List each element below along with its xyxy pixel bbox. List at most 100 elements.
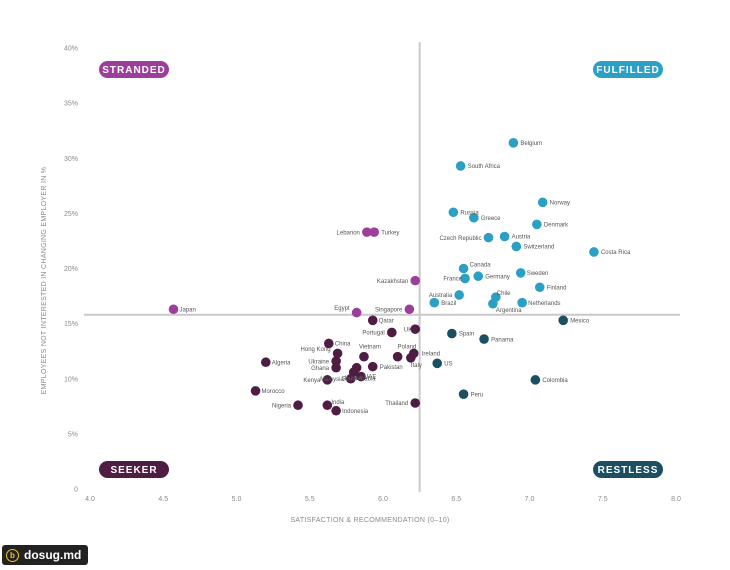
point-china [323, 338, 334, 349]
y-tick-label: 5% [68, 431, 78, 438]
point-sweden [515, 268, 526, 278]
point-brazil [429, 297, 440, 308]
label-pakistan: Pakistan [380, 365, 403, 371]
quadrant-badge-restless [593, 461, 663, 478]
y-tick-label: 15% [64, 321, 78, 328]
y-tick-label: 0 [74, 487, 78, 494]
point-south-africa [455, 161, 466, 171]
label-us: US [444, 362, 452, 368]
label-panama: Panama [491, 337, 514, 343]
point-turkey [369, 227, 380, 237]
label-morocco: Morocco [262, 389, 286, 395]
point-nigeria [293, 400, 303, 411]
point-spain [447, 328, 457, 339]
point-peru [458, 389, 469, 399]
label-switzerland: Switzerland [523, 245, 554, 251]
data-points [168, 138, 599, 416]
label-spain: Spain [459, 332, 474, 338]
point-us [432, 358, 443, 369]
label-saudi-arabia: Saudi Arabia [342, 377, 377, 383]
label-vietnam: Vietnam [359, 345, 381, 351]
label-sweden: Sweden [527, 271, 549, 277]
y-tick-label: 10% [64, 376, 78, 383]
point-singapore [404, 304, 415, 315]
label-ireland: Ireland [422, 352, 440, 358]
x-tick-label: 6.5 [451, 496, 461, 503]
point-uk [410, 324, 421, 334]
y-axis-title: EMPLOYEES NOT INTERESTED IN CHANGING EMP… [41, 167, 48, 395]
point-portugal [386, 327, 397, 338]
x-tick-label: 4.5 [158, 496, 168, 503]
point-vietnam [359, 351, 369, 362]
label-japan: Japan [180, 307, 196, 313]
b-logo-icon: b [6, 548, 19, 562]
label-portugal: Portugal [362, 331, 384, 337]
point-thailand [410, 398, 421, 408]
y-tick-label: 40% [64, 46, 78, 53]
point-kenya [322, 375, 333, 385]
point-greece [469, 212, 479, 223]
label-finland: Finland [547, 285, 567, 291]
point-uae [356, 371, 366, 382]
label-poland: Poland [398, 345, 417, 351]
point-france [460, 273, 470, 284]
label-brazil: Brazil [441, 301, 456, 307]
label-qatar: Qatar [379, 319, 394, 325]
x-tick-label: 7.5 [598, 496, 608, 503]
label-india: India [331, 400, 345, 406]
point-finland [534, 282, 545, 293]
axes: 0 5% 10% 15% 20% 25% 30% 35% 40% 4.0 4.5 5.0 5.5 6.0 6… [41, 46, 681, 525]
point-pakistan [367, 361, 378, 372]
point-kazakhstan [410, 275, 421, 286]
point-belgium [508, 138, 519, 148]
label-egypt: Egypt [334, 306, 350, 312]
label-hong-kong: Hong Kong [301, 347, 331, 353]
quadrant-dividers [84, 42, 680, 492]
x-tick-label: 6.0 [378, 496, 388, 503]
label-kuwait: Kuwait [345, 376, 363, 382]
label-uae: UAE [364, 375, 376, 381]
label-china: China [335, 342, 351, 348]
quadrant-badge-seeker [99, 461, 169, 478]
point-saudi-arabia [351, 362, 362, 373]
label-france: France [443, 277, 462, 283]
point-australia [454, 290, 464, 300]
quadrant-label-seeker: SEEKER [110, 465, 157, 476]
label-russia: Russia [460, 210, 479, 216]
label-malaysia: Malaysia [320, 377, 344, 383]
label-turkey: Turkey [381, 230, 399, 236]
quadrant-badges: STRANDED FULFILLED SEEKER RESTLESS [99, 61, 663, 478]
watermark: b dosug.md [2, 545, 89, 565]
y-tick-label: 30% [64, 156, 78, 163]
y-tick-label: 25% [64, 211, 78, 218]
point-czech-republic [483, 232, 494, 243]
point-norway [537, 197, 548, 208]
x-tick-label: 5.0 [232, 496, 242, 503]
label-belgium: Belgium [520, 141, 542, 147]
label-algeria: Algeria [272, 360, 291, 366]
label-south-africa: South Africa [468, 164, 501, 170]
point-india [322, 400, 333, 411]
label-austria: Austria [512, 235, 531, 241]
x-tick-label: 8.0 [671, 496, 681, 503]
label-nigeria: Nigeria [272, 403, 292, 409]
point-italy [406, 353, 416, 363]
label-italy: Italy [411, 363, 422, 369]
point-netherlands [517, 297, 527, 308]
label-mexico: Mexico [570, 319, 590, 325]
label-kenya: Kenya [303, 378, 321, 384]
x-axis-title: SATISFACTION & RECOMMENDATION (0–10) [290, 517, 449, 524]
point-japan [168, 304, 179, 315]
point-russia [448, 207, 459, 218]
point-mexico [558, 315, 568, 326]
x-tick-label: 7.0 [525, 496, 535, 503]
label-canada: Canada [470, 263, 492, 269]
label-singapore: Singapore [375, 307, 403, 313]
point-austria [499, 231, 510, 242]
point-lebanon [362, 227, 372, 237]
point-qatar [367, 315, 378, 326]
quadrant-label-fulfilled: FULFILLED [596, 65, 659, 76]
point-argentina [488, 298, 498, 309]
point-costa-rica [589, 247, 599, 257]
point-algeria [261, 357, 271, 368]
